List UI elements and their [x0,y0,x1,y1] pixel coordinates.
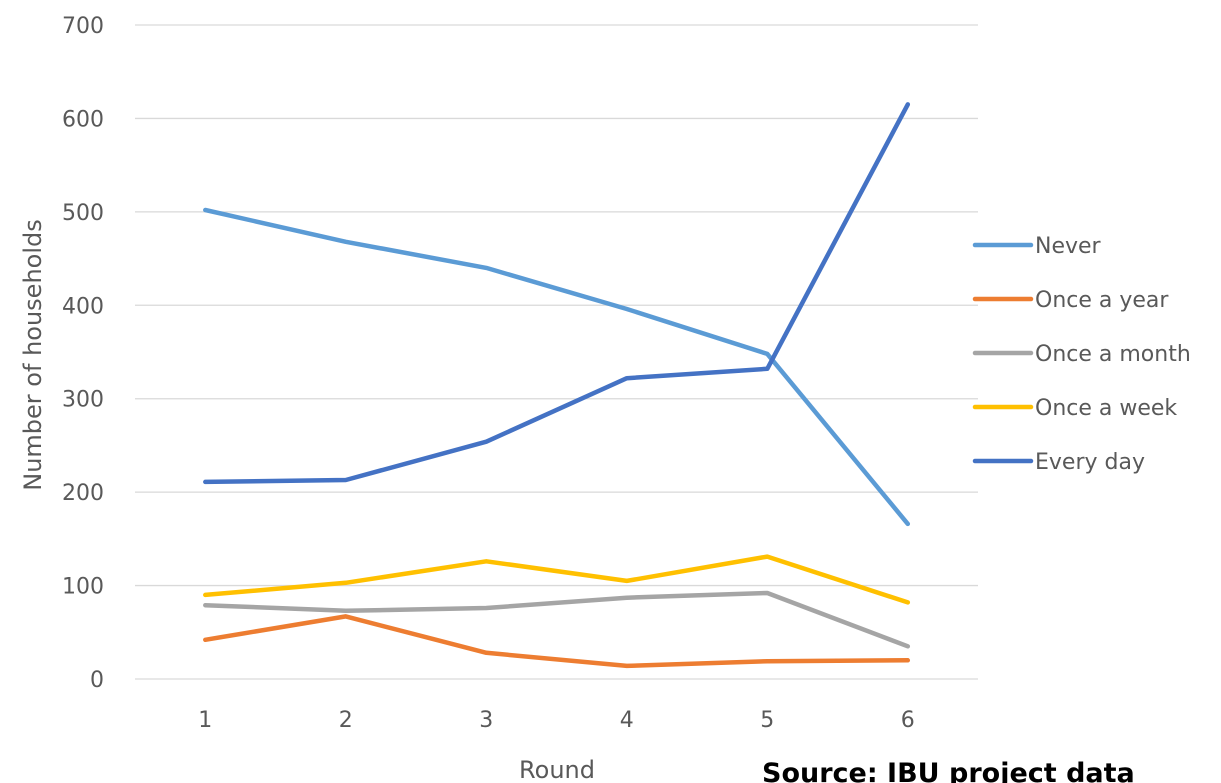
x-axis-tick-labels: 1 2 3 4 5 6 [198,708,915,733]
legend-label-once-a-month: Once a month [1035,342,1191,367]
series-line-once-a-month [203,590,911,649]
x-tick-label: 6 [901,708,915,733]
gridlines [135,24,978,680]
y-tick-label: 700 [62,14,104,39]
legend: Never Once a year Once a month Once a week E… [972,234,1191,475]
y-axis-tick-labels: 0 100 200 300 400 500 600 700 [62,14,104,693]
y-tick-label: 100 [62,575,104,600]
y-tick-label: 400 [62,294,104,319]
series-line-never [203,207,911,527]
legend-label-every-day: Every day [1035,450,1145,475]
series-line-once-a-year [203,614,911,669]
y-tick-label: 300 [62,388,104,413]
y-tick-label: 500 [62,201,104,226]
x-tick-label: 4 [620,708,634,733]
x-tick-label: 5 [760,708,774,733]
legend-label-once-a-year: Once a year [1035,288,1169,313]
x-tick-label: 3 [479,708,493,733]
legend-label-once-a-week: Once a week [1035,396,1177,421]
legend-label-never: Never [1035,234,1102,259]
y-tick-label: 200 [62,481,104,506]
series-line-once-a-week [203,554,911,605]
source-annotation: Source: IBU project data [762,758,1135,783]
y-tick-label: 600 [62,107,104,132]
series-line-every-day [203,102,911,485]
series-lines [203,102,911,669]
y-axis-title: Number of households [19,219,47,490]
x-tick-label: 2 [339,708,353,733]
x-axis-title: Round [519,756,595,783]
x-tick-label: 1 [198,708,212,733]
y-tick-label: 0 [90,668,104,693]
